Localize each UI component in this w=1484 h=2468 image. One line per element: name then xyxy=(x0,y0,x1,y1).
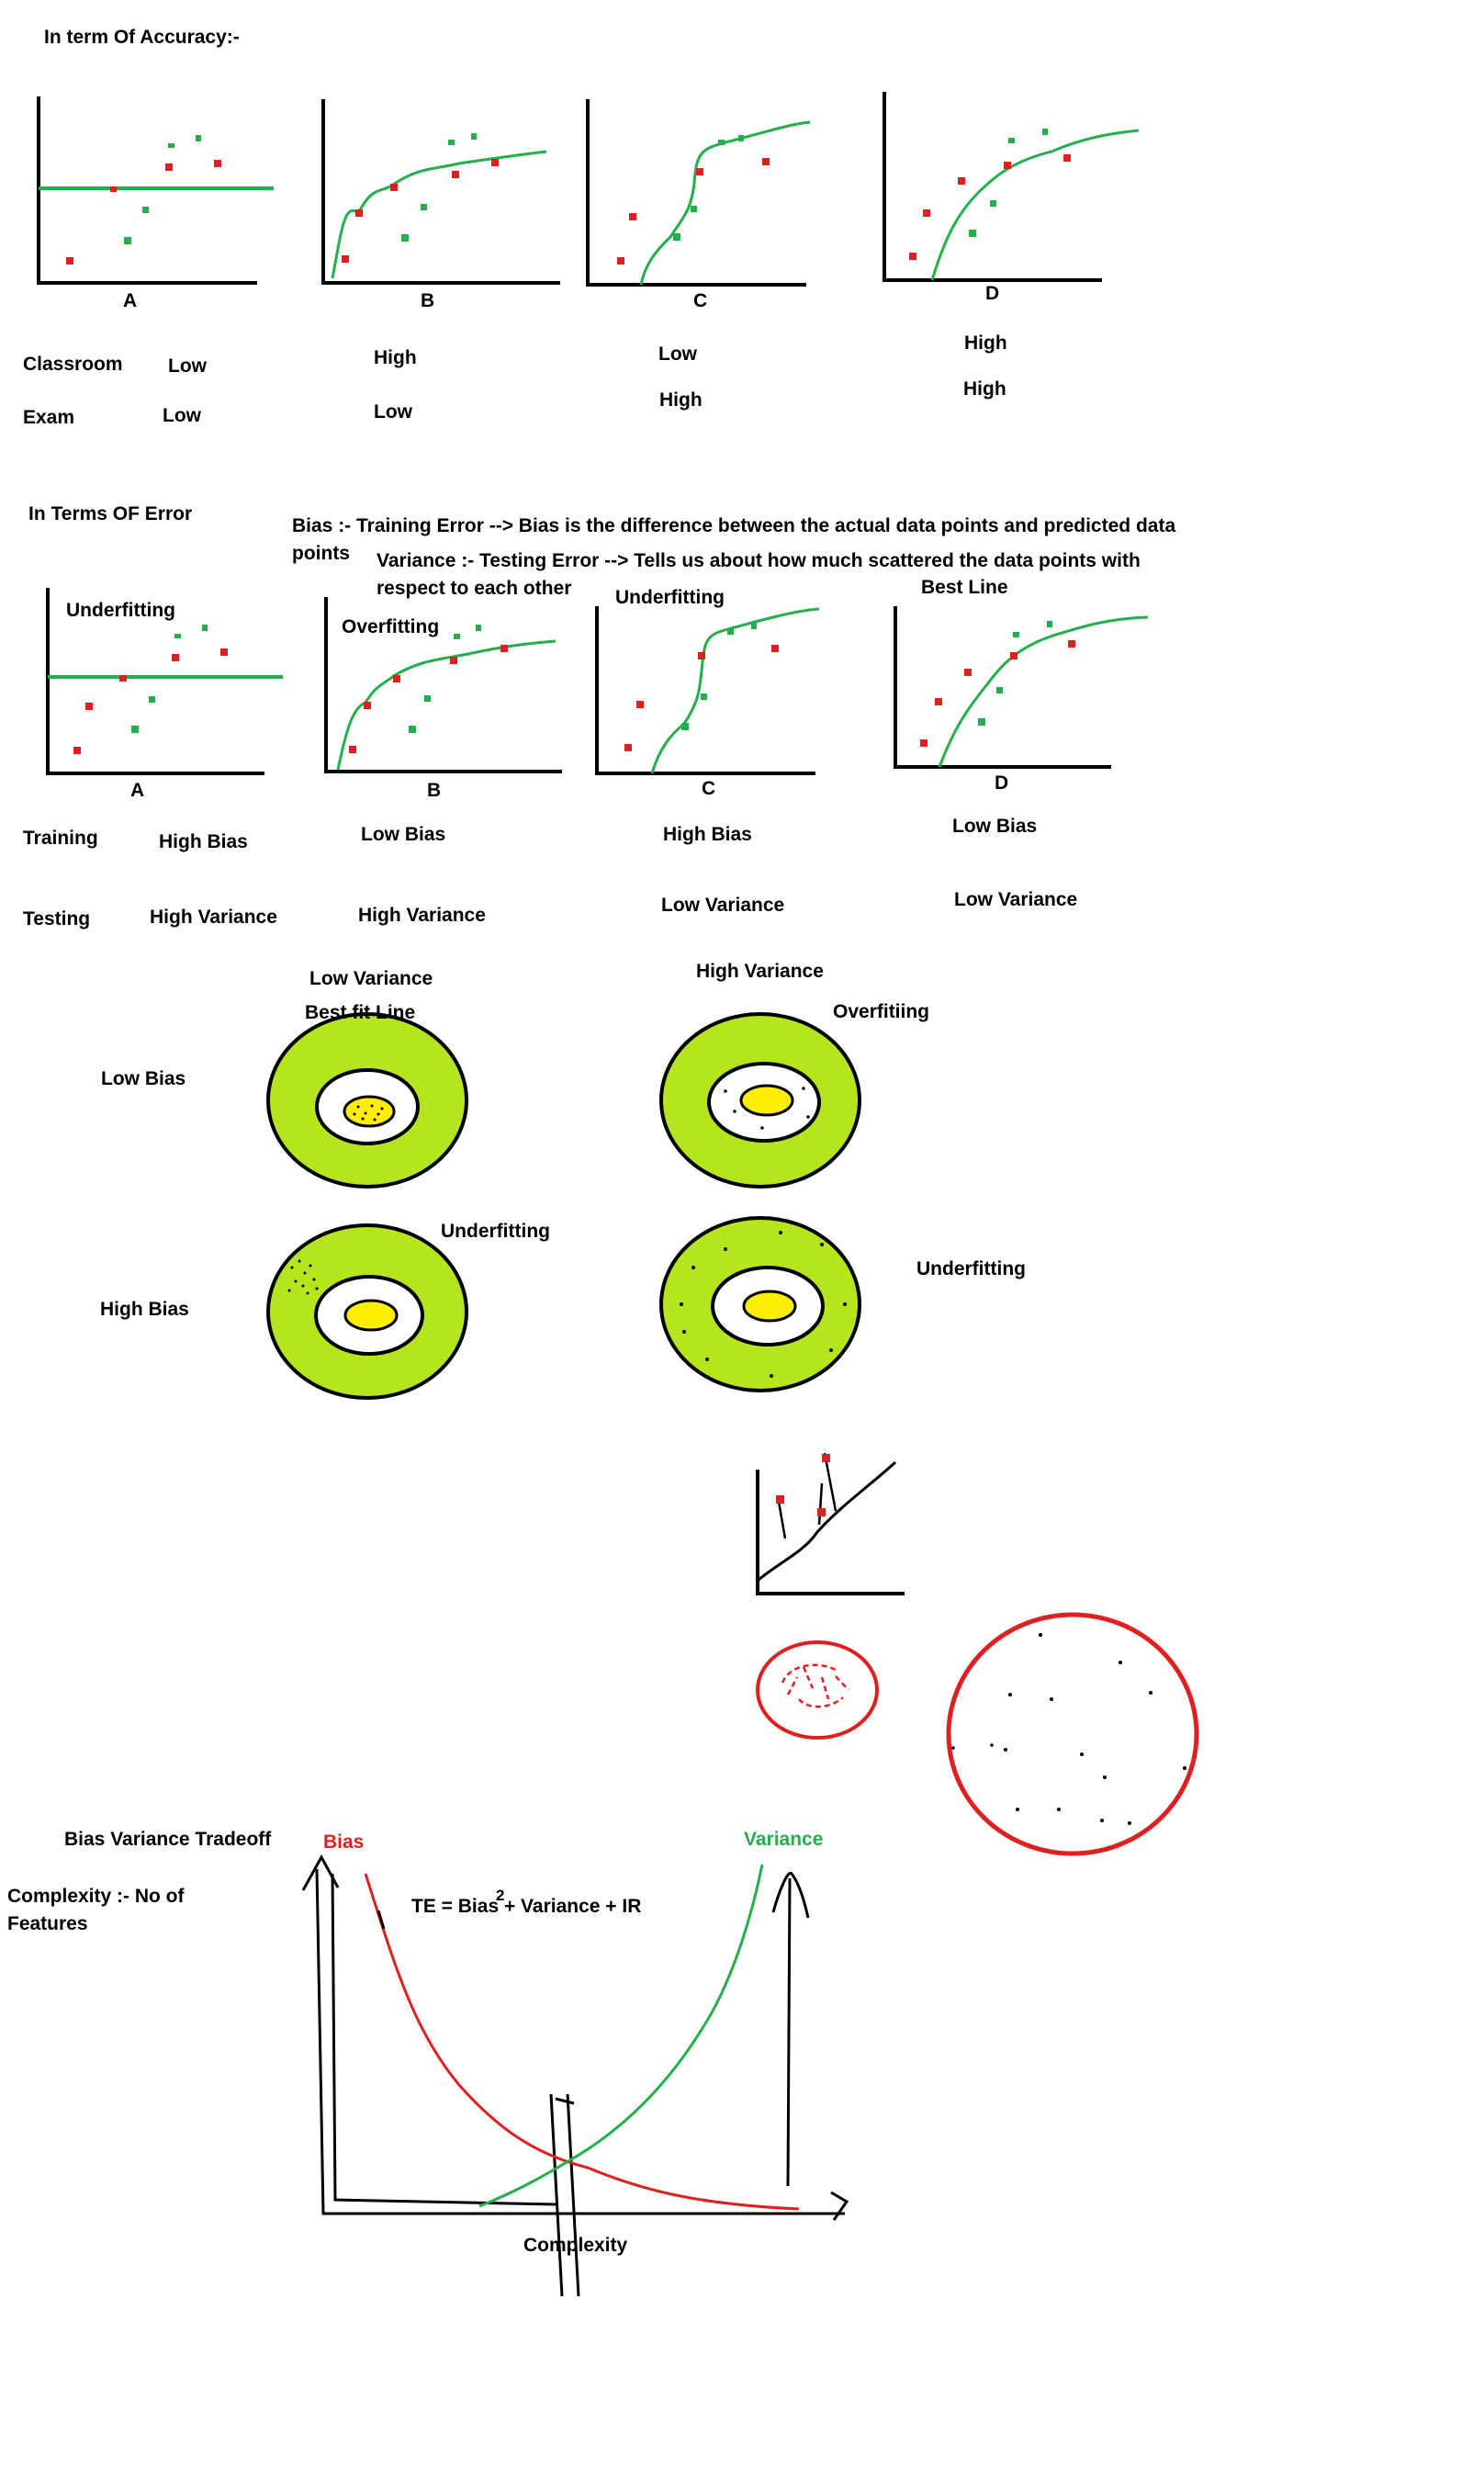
bias-curve xyxy=(364,1873,800,2211)
exam-c: High xyxy=(659,389,703,411)
training-c: High Bias xyxy=(663,824,752,845)
underfitting-label-1: Underfitting xyxy=(441,1221,550,1242)
error-title-d: Best Line xyxy=(921,577,1008,598)
complexity-definition: Complexity :- No of Features xyxy=(7,1886,185,1934)
formula-text: TE = Bias + Variance + IR xyxy=(411,1896,642,1917)
training-label: Training xyxy=(23,828,98,849)
error-plot-b-label: B xyxy=(427,780,442,801)
error-plot-d-label: D xyxy=(995,772,1009,794)
error-title-b: Overfitting xyxy=(342,616,440,637)
training-b: Low Bias xyxy=(361,824,446,845)
testing-a: High Variance xyxy=(150,907,277,928)
red-circle-large xyxy=(946,1612,1199,1856)
low-variance-label: Low Variance xyxy=(309,968,433,989)
underfitting-label-2: Underfitting xyxy=(916,1258,1026,1279)
exam-label: Exam xyxy=(23,407,75,428)
high-variance-label: High Variance xyxy=(696,961,824,982)
error-plot-a-label: A xyxy=(130,780,145,801)
accuracy-plot-b-label: B xyxy=(421,290,435,311)
tradeoff-graph xyxy=(301,1854,849,2297)
error-plot-c xyxy=(595,606,820,775)
target-high-bias-low-variance xyxy=(266,1223,468,1400)
variance-axis-label: Variance xyxy=(744,1829,824,1850)
classroom-label: Classroom xyxy=(23,354,123,375)
testing-d: Low Variance xyxy=(954,889,1078,910)
red-circle-small xyxy=(756,1640,879,1740)
variance-curve xyxy=(478,1864,764,2208)
accuracy-heading: In term Of Accuracy:- xyxy=(44,27,240,48)
target-high-bias-high-variance xyxy=(659,1216,861,1392)
testing-label: Testing xyxy=(23,908,91,930)
accuracy-plot-d xyxy=(883,92,1140,282)
error-plot-a xyxy=(46,588,283,775)
target-low-bias-high-variance xyxy=(659,1012,861,1189)
low-bias-label: Low Bias xyxy=(101,1068,186,1089)
tradeoff-heading: Bias Variance Tradeoff xyxy=(64,1829,272,1850)
overfitting-label: Overfitiing xyxy=(833,1001,930,1022)
classroom-b: High xyxy=(374,347,417,368)
error-plot-d xyxy=(894,606,1149,769)
accuracy-plot-a xyxy=(37,96,274,285)
high-bias-label: High Bias xyxy=(100,1299,189,1320)
exam-d: High xyxy=(963,378,1006,400)
accuracy-plot-c-label: C xyxy=(693,290,708,311)
classroom-d: High xyxy=(964,332,1007,354)
overfit-sketch xyxy=(756,1452,905,1595)
classroom-c: Low xyxy=(658,344,697,365)
accuracy-plot-d-label: D xyxy=(985,283,1000,304)
error-plot-b xyxy=(324,597,562,773)
classroom-a: Low xyxy=(168,355,207,377)
bias-definition: Bias :- Training Error --> Bias is the d… xyxy=(292,515,1176,564)
error-title-a: Underfitting xyxy=(66,600,175,621)
exam-a: Low xyxy=(163,405,201,426)
error-plot-c-label: C xyxy=(702,778,716,799)
bias-axis-label: Bias xyxy=(323,1831,365,1853)
variance-definition: Variance :- Testing Error --> Tells us a… xyxy=(377,550,1141,599)
testing-b: High Variance xyxy=(358,905,486,926)
training-d: Low Bias xyxy=(952,816,1038,837)
tradeoff-formula: TE = Bias + Variance + IR 2 xyxy=(411,1887,642,1919)
accuracy-plot-a-label: A xyxy=(123,290,138,311)
testing-c: Low Variance xyxy=(661,895,785,916)
training-a: High Bias xyxy=(159,831,248,852)
accuracy-plot-c xyxy=(586,99,811,287)
accuracy-plot-b xyxy=(321,99,560,285)
best-fit-label: Best fit Line xyxy=(305,1002,416,1023)
error-heading: In Terms OF Error xyxy=(28,503,193,524)
target-low-bias-low-variance xyxy=(266,1012,468,1189)
exam-b: Low xyxy=(374,401,412,423)
complexity-axis-label: Complexity xyxy=(523,2235,628,2256)
formula-superscript: 2 xyxy=(496,1887,505,1904)
error-title-c: Underfitting xyxy=(615,587,725,608)
